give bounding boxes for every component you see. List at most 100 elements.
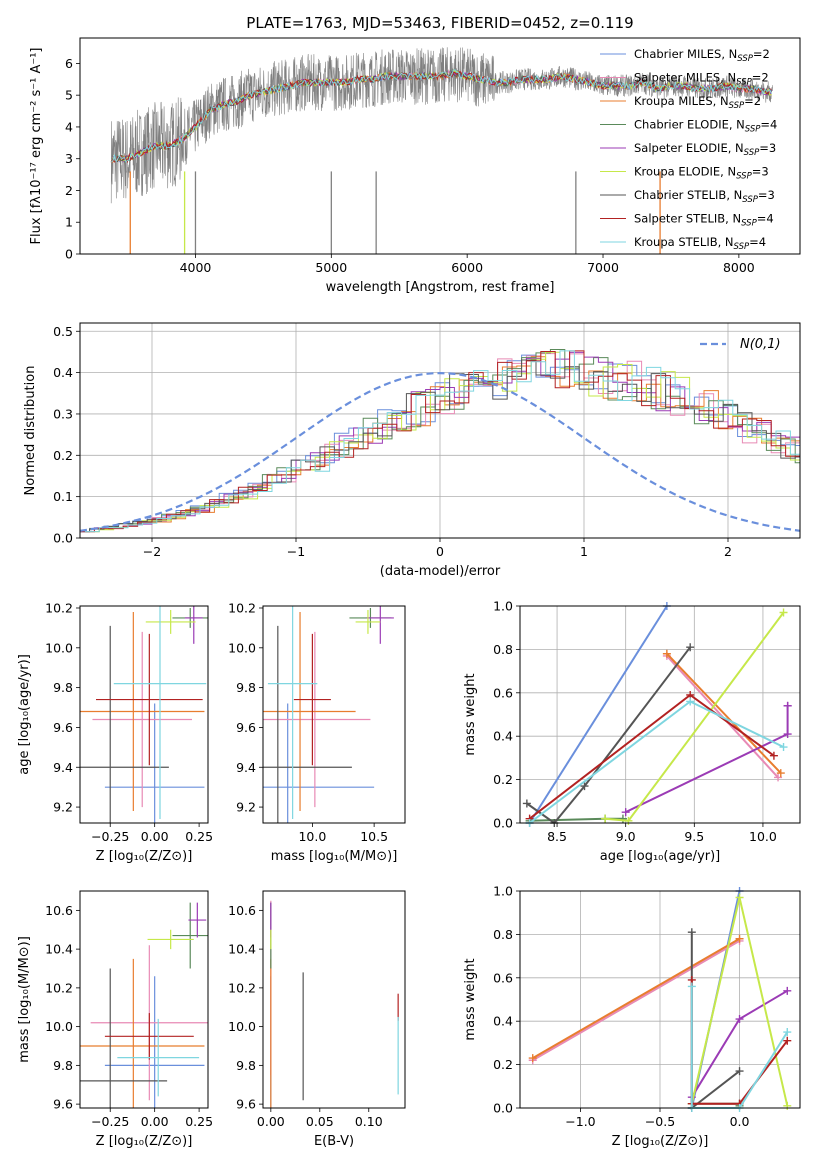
weight-marker: [686, 643, 695, 652]
x-tick-label: 0.05: [306, 1114, 334, 1129]
y-tick-label: 9.6: [236, 1097, 256, 1112]
x-tick-label: 0.00: [257, 1114, 285, 1129]
plot-area: [80, 902, 208, 1108]
y-tick-label: 0.3: [53, 406, 73, 421]
y-tick-label: 0.2: [53, 448, 73, 463]
y-axis-label: mass weight: [463, 958, 478, 1040]
weight-line: [532, 940, 741, 1062]
y-tick-label: 1.0: [493, 884, 513, 899]
weight-marker: [769, 751, 778, 760]
y-tick-label: 0.8: [493, 927, 513, 942]
y-tick-label: 0.1: [53, 489, 73, 504]
y-tick-label: 0.0: [53, 531, 73, 546]
x-tick-label: 9.0: [616, 829, 636, 844]
x-tick-label: 0.0: [730, 1114, 750, 1129]
histogram-step: [84, 350, 800, 533]
weight-line: [526, 646, 691, 825]
y-tick-label: 1.0: [493, 599, 513, 614]
y-tick-label: 4: [65, 119, 73, 134]
x-tick-label: 8000: [723, 260, 755, 275]
y-tick-label: 10.0: [228, 640, 256, 655]
model-line: [110, 69, 772, 163]
weight-vs-Z-panel: −1.0 −0.5 0.0 0.0 0.2 0.4 0.6 0.8 1.0 Z [log₁₀(Z/…: [463, 884, 801, 1149]
x-axis-label: mass [log₁₀(M/M⊙)]: [271, 849, 398, 864]
x-tick-label: 0.00: [141, 829, 169, 844]
y-tick-label: 9.4: [53, 760, 73, 775]
weight-marker: [735, 1067, 744, 1076]
x-tick-label: 4000: [180, 260, 212, 275]
y-tick-label: 6: [65, 56, 73, 71]
y-axis-label: age [log₁₀(age/yr)]: [17, 654, 32, 775]
weight-vs-age-panel: 8.5 9.0 9.5 10.0 0.0 0.2 0.4 0.6 0.8 1.0 age [log₁…: [463, 599, 801, 864]
plot-area: [522, 602, 792, 827]
figure-title: PLATE=1763, MJD=53463, FIBERID=0452, z=0…: [246, 14, 633, 32]
weight-marker: [662, 649, 671, 658]
y-tick-label: 9.6: [53, 720, 73, 735]
x-tick-label: 0.25: [185, 1114, 213, 1129]
legend-label: Salpeter MILES, NSSP=2: [634, 71, 769, 88]
y-tick-label: 10.0: [45, 640, 73, 655]
weight-line: [532, 937, 741, 1059]
weight-marker: [528, 1054, 537, 1063]
axes-frame: [519, 890, 801, 1109]
y-tick-label: 1: [65, 215, 73, 230]
weight-marker: [621, 808, 630, 817]
legend-label: Kroupa MILES, NSSP=2: [634, 94, 761, 111]
x-tick-label: −1.0: [565, 1114, 595, 1129]
mass-vs-Z-panel: −0.25 0.00 0.25 9.6 9.8 10.0 10.2 10.4 10.6 Z [lo…: [17, 890, 213, 1149]
x-tick-label: 10.5: [360, 829, 388, 844]
x-tick-label: 9.5: [684, 829, 704, 844]
histogram-step: [80, 351, 800, 533]
x-tick-label: 0: [436, 544, 444, 559]
y-tick-label: 10.0: [228, 1019, 256, 1034]
x-axis-label: E(B-V): [314, 1134, 354, 1149]
x-tick-label: −0.25: [91, 1114, 129, 1129]
axes-frame: [262, 605, 406, 824]
x-tick-label: 0.10: [355, 1114, 383, 1129]
axes-frame: [262, 890, 406, 1109]
plot-area: [80, 606, 208, 823]
age-vs-mass-panel: 10.0 10.5 9.2 9.4 9.6 9.8 10.0 10.2 mass [log₁₀(…: [228, 600, 406, 864]
weight-line: [528, 605, 668, 824]
x-tick-label: −0.5: [645, 1114, 675, 1129]
y-tick-label: 10.4: [228, 942, 256, 957]
legend-label: Salpeter STELIB, NSSP=4: [634, 212, 774, 229]
weight-marker: [735, 934, 744, 943]
x-tick-label: 10.0: [749, 829, 777, 844]
y-axis-label: Flux [fλ10⁻¹⁷ erg cm⁻² s⁻¹ A⁻¹]: [29, 48, 44, 245]
weight-marker: [601, 814, 610, 823]
y-tick-label: 10.2: [45, 980, 73, 995]
y-tick-label: 0.2: [493, 772, 513, 787]
y-tick-label: 9.8: [236, 1058, 256, 1073]
legend-label: Chabrier MILES, NSSP=2: [634, 47, 770, 64]
y-tick-label: 10.4: [45, 942, 73, 957]
x-tick-label: 7000: [587, 260, 619, 275]
weight-marker: [779, 608, 788, 617]
histogram-step: [80, 354, 800, 533]
x-tick-label: 0.00: [141, 1114, 169, 1129]
y-tick-label: 9.2: [53, 800, 73, 815]
axes-frame: [79, 890, 209, 1109]
y-tick-label: 0.0: [493, 1101, 513, 1116]
weight-marker: [687, 982, 696, 991]
y-tick-label: 9.8: [53, 680, 73, 695]
y-axis-label: mass [log₁₀(M/M⊙)]: [17, 936, 32, 1063]
y-tick-label: 10.2: [45, 600, 73, 615]
observed-spectrum: [110, 47, 773, 204]
spectrum-panel: 4000 5000 6000 7000 8000 0 1 2 3 4 5 6 wavelength [A…: [29, 37, 801, 295]
plot-area: [110, 47, 773, 254]
x-tick-label: −0.25: [91, 829, 129, 844]
y-tick-label: 0.8: [493, 642, 513, 657]
weight-marker: [783, 986, 792, 995]
weight-marker: [580, 782, 589, 791]
weight-marker: [618, 814, 627, 823]
residual-histogram-panel: −2 −1 0 1 2 0.0 0.1 0.2 0.3 0.4 0.5 (data-model)/er…: [23, 322, 801, 579]
y-tick-label: 10.0: [45, 1019, 73, 1034]
y-tick-label: 0.4: [53, 365, 73, 380]
legend-label: Chabrier ELODIE, NSSP=4: [634, 118, 777, 135]
legend-label: N(0,1): [740, 337, 781, 352]
y-tick-label: 10.2: [228, 980, 256, 995]
x-axis-label: (data-model)/error: [380, 564, 501, 579]
y-tick-label: 9.8: [236, 680, 256, 695]
